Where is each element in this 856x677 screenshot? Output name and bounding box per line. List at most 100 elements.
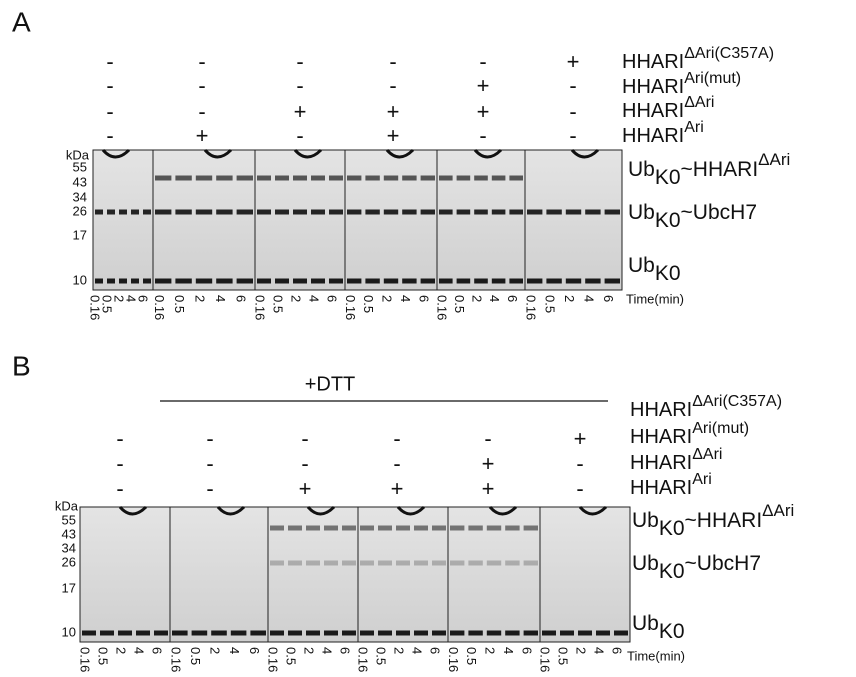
gel-band xyxy=(468,630,483,636)
sign: - xyxy=(106,73,113,98)
kda-marker: 26 xyxy=(73,203,87,218)
gel-band xyxy=(311,209,325,215)
gel-band xyxy=(288,630,302,636)
gel-band xyxy=(360,525,374,531)
gel-band xyxy=(604,209,620,215)
time-point: 2 xyxy=(574,647,589,654)
gel-band xyxy=(155,278,172,284)
gel-band xyxy=(365,209,380,215)
gel-band xyxy=(311,175,325,181)
condition-label: +DTT xyxy=(305,373,356,395)
time-point: 0.16 xyxy=(343,295,358,320)
row-label: HHARIΔAri xyxy=(622,94,714,122)
gel-band xyxy=(491,209,506,215)
gel xyxy=(539,506,631,643)
gel-band xyxy=(175,175,192,181)
well-mark xyxy=(216,505,246,516)
gel-band xyxy=(230,630,247,636)
gel-band xyxy=(527,209,543,215)
gel-band xyxy=(306,560,320,566)
gel-band xyxy=(118,630,132,636)
kda-marker: 43 xyxy=(62,526,76,541)
gel-band xyxy=(324,525,338,531)
gel-band xyxy=(175,278,192,284)
band-label: UbK0~HHARIΔAri xyxy=(632,501,794,539)
sign: + xyxy=(387,99,400,124)
band-subscript: K0 xyxy=(655,209,681,232)
gel-band xyxy=(270,630,284,636)
gel-band xyxy=(154,630,168,636)
time-point: 0.16 xyxy=(78,647,93,672)
row-name: HHARI xyxy=(622,100,684,122)
time-point: 0.16 xyxy=(152,295,167,320)
gel-band xyxy=(486,560,502,566)
time-point: 0.16 xyxy=(434,295,449,320)
gel xyxy=(436,149,526,291)
well-mark xyxy=(473,148,503,159)
gel xyxy=(79,506,171,643)
gel-band xyxy=(275,209,289,215)
row-label: HHARIΔAri(C357A) xyxy=(630,393,782,421)
band-superscript: ΔAri xyxy=(762,501,794,520)
sign: - xyxy=(301,451,308,476)
gel-band xyxy=(474,278,488,284)
well-mark xyxy=(203,148,233,159)
kda-marker: 26 xyxy=(62,554,76,569)
panel-label: A xyxy=(12,6,31,37)
time-axis-label: Time(min) xyxy=(627,648,685,663)
band-suffix: ~UbcH7 xyxy=(685,552,761,575)
kda-marker: 17 xyxy=(62,580,76,595)
gel-band xyxy=(236,278,253,284)
gel-band xyxy=(324,630,338,636)
time-point: 4 xyxy=(132,647,147,654)
time-point: 2 xyxy=(392,647,407,654)
gel-band xyxy=(95,209,103,215)
gel-band xyxy=(311,278,325,284)
gel-band xyxy=(542,630,556,636)
band-subscript: K0 xyxy=(659,517,685,540)
gel-band xyxy=(523,525,538,531)
gel-band xyxy=(107,278,115,284)
row-name: HHARI xyxy=(630,477,692,499)
gel-band xyxy=(523,630,538,636)
time-point: 4 xyxy=(501,647,516,654)
row-label: HHARIAri xyxy=(630,471,712,499)
gel-band xyxy=(342,630,356,636)
gel-band xyxy=(523,560,538,566)
gel-band xyxy=(378,630,392,636)
sign: - xyxy=(206,476,213,501)
band-base: Ub xyxy=(628,254,655,277)
time-point: 6 xyxy=(601,295,616,302)
sign: + xyxy=(567,49,580,74)
time-point: 6 xyxy=(338,647,353,654)
sign: - xyxy=(301,426,308,451)
gel-band xyxy=(420,175,435,181)
time-point: 0.5 xyxy=(96,647,111,665)
gel-band xyxy=(82,630,96,636)
band-base: Ub xyxy=(628,158,655,181)
gel-band xyxy=(172,630,188,636)
gel xyxy=(254,149,346,291)
gel-band xyxy=(560,630,574,636)
sign: - xyxy=(106,99,113,124)
sign: + xyxy=(294,99,307,124)
gel-band xyxy=(329,175,343,181)
sign: + xyxy=(477,73,490,98)
sign: - xyxy=(106,49,113,74)
sign: + xyxy=(477,99,490,124)
well-mark xyxy=(306,505,336,516)
sign: - xyxy=(569,123,576,148)
gel-band xyxy=(578,630,592,636)
time-point: 6 xyxy=(428,647,443,654)
row-superscript: Ari(mut) xyxy=(692,420,749,437)
row-name: HHARI xyxy=(630,426,692,448)
time-point: 0.16 xyxy=(356,647,371,672)
time-point: 4 xyxy=(124,295,139,302)
band-base: Ub xyxy=(632,612,659,635)
gel-band xyxy=(275,175,289,181)
gel-band xyxy=(432,525,446,531)
gel-band xyxy=(155,175,172,181)
gel-band xyxy=(270,525,284,531)
gel-band xyxy=(468,525,483,531)
gel-band xyxy=(365,175,380,181)
